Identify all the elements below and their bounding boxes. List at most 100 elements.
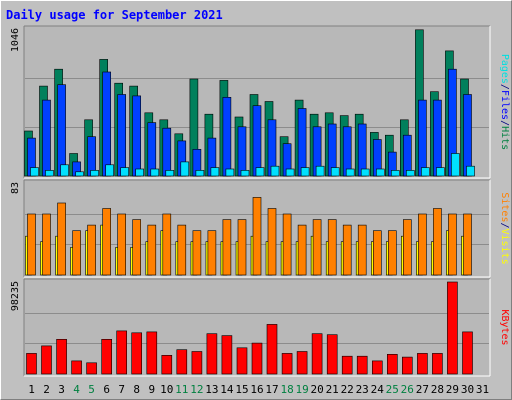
- bar-kbytes-day-28: [432, 353, 443, 375]
- x-tick-label-day-11: 11: [175, 383, 188, 396]
- x-tick-label-day-19: 19: [295, 383, 308, 396]
- x-tick-label-day-20: 20: [310, 383, 323, 396]
- legend-entry: Sites: [499, 192, 510, 222]
- bar-kbytes-day-16: [251, 342, 263, 375]
- x-tick-label-day-28: 28: [431, 383, 444, 396]
- bar-files-day-30: [463, 94, 472, 177]
- bar-pages-day-30: [466, 165, 475, 177]
- legend-entry: /: [499, 120, 510, 126]
- bar-kbytes-day-26: [401, 356, 413, 375]
- bar-sites-day-25: [387, 230, 397, 276]
- bar-sites-day-24: [372, 230, 382, 276]
- bar-pages-day-27: [421, 167, 430, 177]
- bar-sites-day-28: [433, 208, 442, 276]
- bar-sites-day-26: [402, 219, 412, 276]
- x-tick-label-day-31: 31: [476, 383, 489, 396]
- x-tick-label-day-3: 3: [58, 383, 65, 396]
- x-tick-label-day-15: 15: [235, 383, 248, 396]
- x-tick-label-day-23: 23: [356, 383, 369, 396]
- bar-kbytes-day-2: [41, 345, 52, 375]
- bar-pages-day-1: [30, 167, 39, 177]
- legend-entry: KBytes: [499, 309, 510, 345]
- bar-files-day-6: [102, 71, 111, 177]
- bar-sites-day-13: [207, 230, 217, 276]
- bar-pages-day-4: [75, 171, 84, 177]
- bar-sites-day-21: [327, 219, 337, 276]
- bar-files-day-23: [357, 123, 367, 177]
- bar-files-day-28: [433, 99, 442, 177]
- bar-sites-day-3: [57, 202, 66, 276]
- bar-sites-day-19: [297, 224, 307, 276]
- bar-kbytes-day-27: [417, 353, 428, 375]
- x-tick-label-day-26: 26: [401, 383, 414, 396]
- bar-kbytes-day-1: [26, 353, 37, 375]
- bar-kbytes-day-6: [101, 338, 112, 375]
- bar-files-day-8: [132, 95, 141, 177]
- x-tick-label-day-27: 27: [416, 383, 429, 396]
- legend-entry: Pages: [499, 54, 510, 84]
- bar-sites-day-14: [222, 219, 232, 276]
- panel-kbytes: 98235 KBytes: [10, 278, 510, 377]
- y-max-label: 83: [10, 182, 21, 194]
- bar-kbytes-day-10: [161, 354, 173, 375]
- x-tick-label-day-2: 2: [43, 383, 50, 396]
- bar-pages-day-7: [120, 167, 129, 177]
- bar-pages-day-17: [270, 165, 280, 177]
- bar-files-day-14: [222, 97, 232, 177]
- bar-pages-day-22: [345, 168, 355, 177]
- x-tick-label-day-25: 25: [386, 383, 399, 396]
- x-axis-labels: 1 2 3 4 5 6 7 8 9 10 11 12 13 14 15 16 17 18 19 20 21 22 23 24 2…: [28, 383, 489, 396]
- panel-visits-sites: 83 Sites/Visits: [10, 179, 510, 278]
- bar-sites-day-9: [147, 224, 157, 276]
- bar-kbytes-day-15: [236, 347, 248, 375]
- x-tick-label-day-29: 29: [446, 383, 459, 396]
- bar-sites-day-1: [27, 213, 36, 276]
- x-tick-label-day-10: 10: [160, 383, 173, 396]
- bar-kbytes-day-19: [296, 351, 308, 375]
- bar-pages-day-8: [135, 168, 144, 177]
- bar-kbytes-day-12: [191, 351, 203, 375]
- x-tick-label-day-18: 18: [280, 383, 293, 396]
- x-tick-label-day-21: 21: [326, 383, 339, 396]
- bar-sites-day-8: [132, 219, 141, 276]
- bar-pages-day-19: [300, 167, 310, 177]
- x-tick-label-day-6: 6: [103, 383, 110, 396]
- bar-pages-day-15: [240, 170, 250, 177]
- bar-sites-day-22: [342, 224, 352, 276]
- x-tick-label-day-12: 12: [190, 383, 203, 396]
- bar-pages-day-13: [210, 167, 220, 177]
- bar-sites-day-11: [177, 224, 187, 276]
- x-tick-label-day-24: 24: [371, 383, 385, 396]
- y-max-label: 98235: [10, 281, 21, 311]
- bar-kbytes-day-4: [71, 360, 82, 375]
- chart-panels: 1046Pages/Files/Hits83Sites/Visits98235K…: [10, 25, 510, 377]
- legend-entry: Files: [499, 90, 510, 120]
- chart-title: Daily usage for September 2021: [6, 8, 223, 22]
- bar-kbytes-day-13: [206, 333, 218, 375]
- bar-files-day-27: [418, 99, 427, 177]
- x-tick-label-day-8: 8: [133, 383, 140, 396]
- bar-pages-day-3: [60, 164, 69, 177]
- bar-pages-day-11: [180, 161, 190, 177]
- bar-sites-day-17: [267, 208, 277, 276]
- bar-pages-day-25: [390, 170, 400, 177]
- bar-kbytes-day-29: [447, 281, 458, 375]
- bar-files-day-15: [237, 126, 247, 177]
- bar-sites-day-23: [357, 224, 367, 276]
- x-tick-label-day-9: 9: [148, 383, 155, 396]
- bar-pages-day-9: [150, 168, 160, 177]
- bar-pages-day-14: [225, 168, 235, 177]
- x-tick-label-day-17: 17: [265, 383, 278, 396]
- bar-sites-day-10: [162, 213, 172, 276]
- bar-pages-day-5: [90, 170, 99, 177]
- side-legend: KBytes: [499, 309, 510, 345]
- bar-pages-day-29: [451, 153, 460, 177]
- bar-files-day-9: [147, 122, 157, 177]
- bar-files-day-7: [117, 94, 126, 177]
- bar-kbytes-day-24: [371, 360, 383, 375]
- bar-kbytes-day-11: [176, 349, 188, 375]
- bar-kbytes-day-18: [281, 353, 293, 375]
- legend-entry: Visits: [499, 229, 510, 265]
